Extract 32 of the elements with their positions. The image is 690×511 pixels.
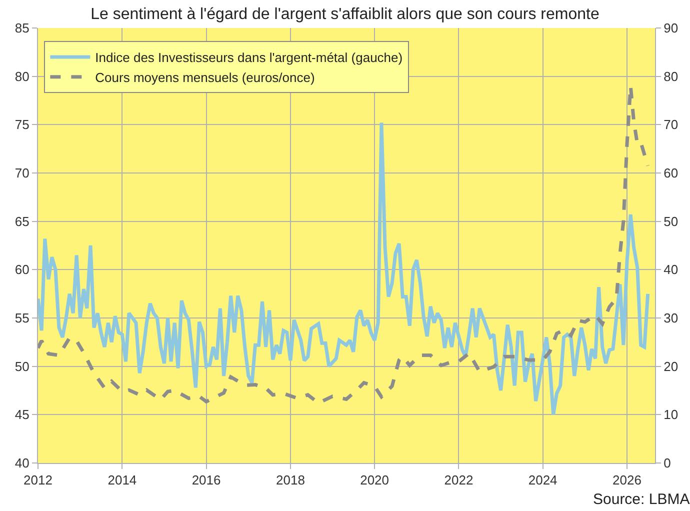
y2-tick-label: 20 [664,358,678,374]
y-tick-label: 50 [14,358,30,374]
y2-tick-label: 90 [664,20,678,36]
x-tick-label: 2024 [528,472,558,488]
y2-tick-label: 40 [664,262,678,278]
x-tick-label: 2012 [24,472,52,488]
y-tick-label: 75 [14,117,30,132]
y2-tick-label: 80 [664,68,678,84]
x-tick-label: 2018 [276,472,305,488]
x-tick-label: 2020 [360,472,390,488]
x-tick-label: 2022 [444,472,474,488]
y2-tick-label: 10 [664,407,678,422]
y-tick-label: 80 [14,68,30,84]
x-tick-label: 2016 [192,472,221,488]
y-tick-label: 45 [14,407,30,422]
x-tick-label: 2026 [612,472,642,488]
legend-label: Indice des Investisseurs dans l'argent-métal (gauche) [95,50,403,66]
source-note: Source: LBMA [593,491,690,508]
y-tick-label: 70 [14,166,30,181]
y-tick-label: 85 [14,20,30,36]
y2-tick-label: 70 [664,117,678,132]
x-tick-label: 2014 [108,472,137,488]
y-tick-label: 55 [14,310,30,326]
y2-tick-label: 60 [664,166,678,181]
y2-tick-label: 30 [664,310,678,326]
chart-title: Le sentiment à l'égard de l'argent s'affaiblit alors que son cours remonte [90,6,600,23]
y2-tick-label: 0 [664,456,671,471]
y2-tick-label: 50 [664,214,678,229]
y-tick-label: 40 [14,456,30,471]
legend-label: Cours moyens mensuels (euros/once) [95,70,315,85]
y-tick-label: 60 [14,262,30,278]
y-tick-label: 65 [14,214,30,229]
